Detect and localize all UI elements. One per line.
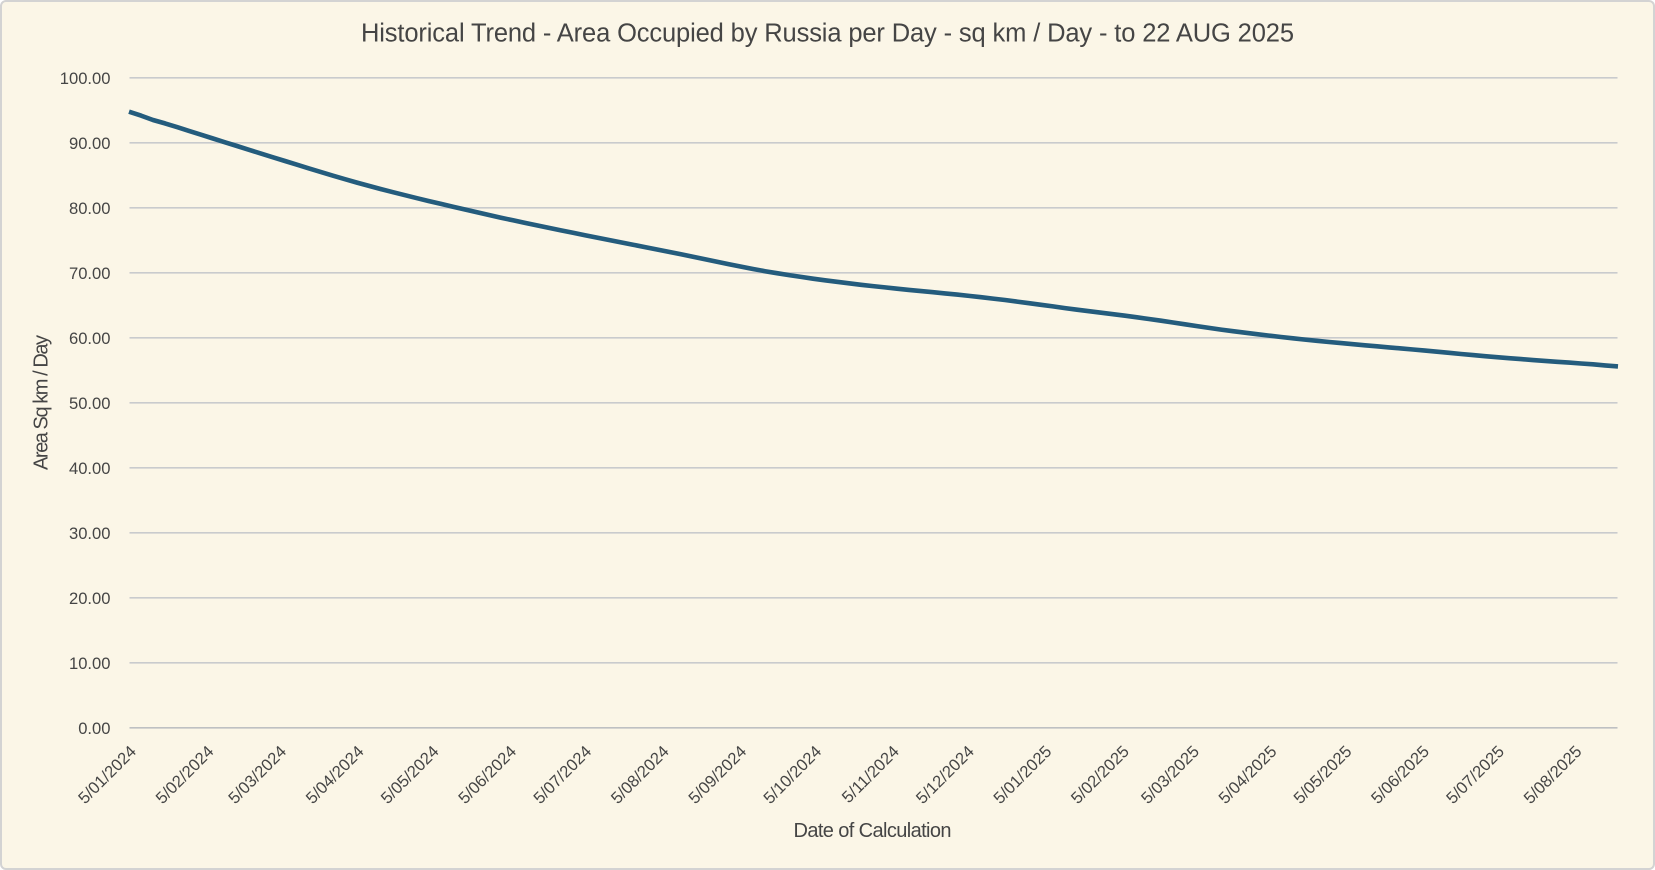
- svg-text:Date of Calculation: Date of Calculation: [794, 820, 952, 842]
- svg-text:30.00: 30.00: [69, 524, 111, 543]
- svg-text:Area Sq km / Day: Area Sq km / Day: [31, 335, 53, 470]
- svg-text:5/03/2024: 5/03/2024: [224, 742, 290, 808]
- svg-text:5/10/2024: 5/10/2024: [760, 742, 826, 808]
- svg-text:60.00: 60.00: [69, 329, 111, 348]
- svg-text:5/07/2024: 5/07/2024: [530, 742, 596, 808]
- svg-text:5/06/2025: 5/06/2025: [1367, 742, 1433, 808]
- svg-text:5/04/2024: 5/04/2024: [302, 742, 368, 808]
- svg-text:80.00: 80.00: [69, 199, 111, 218]
- svg-text:5/08/2024: 5/08/2024: [607, 742, 673, 808]
- svg-text:Historical Trend - Area Occupi: Historical Trend - Area Occupied by Russ…: [361, 20, 1294, 48]
- svg-text:5/05/2024: 5/05/2024: [377, 742, 443, 808]
- svg-text:5/02/2024: 5/02/2024: [152, 742, 218, 808]
- svg-text:70.00: 70.00: [69, 264, 111, 283]
- svg-text:5/07/2025: 5/07/2025: [1442, 742, 1508, 808]
- svg-text:90.00: 90.00: [69, 134, 111, 153]
- svg-text:5/05/2025: 5/05/2025: [1290, 742, 1356, 808]
- svg-text:0.00: 0.00: [78, 719, 110, 738]
- svg-text:50.00: 50.00: [69, 394, 111, 413]
- svg-text:5/06/2024: 5/06/2024: [454, 742, 520, 808]
- svg-text:5/01/2025: 5/01/2025: [990, 742, 1056, 808]
- svg-text:5/01/2024: 5/01/2024: [74, 742, 140, 808]
- svg-text:10.00: 10.00: [69, 654, 111, 673]
- svg-text:5/03/2025: 5/03/2025: [1137, 742, 1203, 808]
- svg-text:20.00: 20.00: [69, 589, 111, 608]
- svg-text:5/09/2024: 5/09/2024: [685, 742, 751, 808]
- svg-text:40.00: 40.00: [69, 459, 111, 478]
- svg-text:5/11/2024: 5/11/2024: [838, 742, 903, 807]
- svg-text:100.00: 100.00: [60, 69, 111, 88]
- svg-text:5/02/2025: 5/02/2025: [1067, 742, 1133, 808]
- svg-text:5/08/2025: 5/08/2025: [1520, 742, 1586, 808]
- svg-text:5/04/2025: 5/04/2025: [1215, 742, 1281, 808]
- svg-text:5/12/2024: 5/12/2024: [912, 742, 978, 808]
